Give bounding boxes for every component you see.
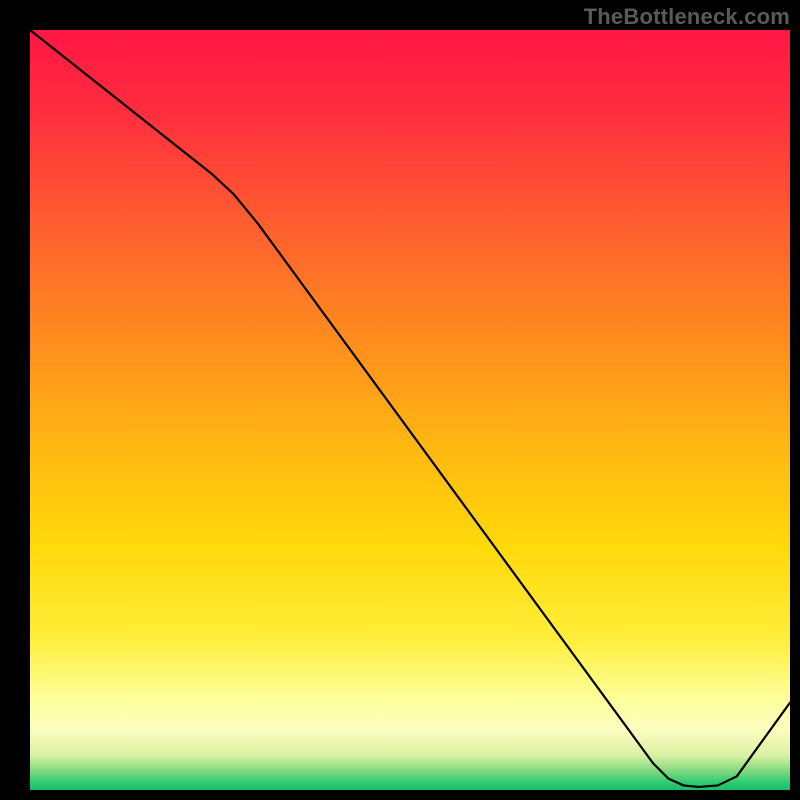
plot-area: [30, 30, 790, 790]
watermark-text: TheBottleneck.com: [584, 4, 790, 30]
canvas: TheBottleneck.com: [0, 0, 800, 800]
bottleneck-curve: [30, 30, 790, 790]
curve-polyline: [30, 30, 790, 787]
